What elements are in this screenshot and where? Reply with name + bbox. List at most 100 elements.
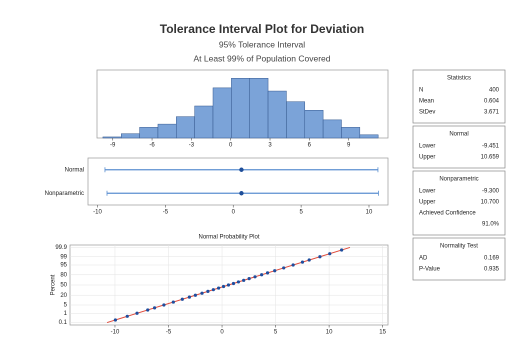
plot-title: Normal Probability Plot xyxy=(198,235,259,241)
category-label: Normal xyxy=(65,167,84,173)
stats-label: Achieved Confidence xyxy=(419,211,476,217)
data-point xyxy=(135,311,139,315)
stats-value: 3.671 xyxy=(484,110,500,116)
center-dot xyxy=(239,167,244,172)
x-tick-label: -5 xyxy=(166,330,172,336)
histogram-bar xyxy=(231,78,250,139)
stats-label: Upper xyxy=(419,155,435,161)
stats-value: 0.604 xyxy=(484,99,500,105)
stats-box xyxy=(412,125,506,169)
histogram-bar xyxy=(304,110,324,139)
center-dot xyxy=(239,191,244,196)
x-tick-label: 0 xyxy=(229,143,233,149)
data-point xyxy=(260,273,264,277)
y-tick-label: 80 xyxy=(60,272,67,278)
y-axis-label: Percent xyxy=(51,274,57,295)
x-tick-label: 3 xyxy=(268,143,272,149)
data-point xyxy=(318,255,322,259)
x-tick-label: 6 xyxy=(308,143,312,149)
histogram-bar xyxy=(176,116,195,139)
stats-box xyxy=(412,237,506,281)
data-point xyxy=(125,314,129,318)
subtitle: At Least 99% of Population Covered xyxy=(193,53,330,63)
data-point xyxy=(146,308,150,312)
data-point xyxy=(113,318,117,322)
data-point xyxy=(328,252,332,256)
stats-label: Lower xyxy=(419,189,435,195)
data-point xyxy=(273,269,277,273)
stats-value: -9.300 xyxy=(482,189,500,195)
data-point xyxy=(162,303,166,307)
x-tick-label: -10 xyxy=(111,330,120,336)
y-tick-label: 0.1 xyxy=(59,320,68,326)
x-tick-label: -10 xyxy=(93,210,102,216)
stats-value: 10.659 xyxy=(481,155,500,161)
histogram-bar xyxy=(194,105,214,139)
x-tick-label: -9 xyxy=(110,143,116,149)
data-point xyxy=(253,275,257,279)
x-tick-label: 5 xyxy=(299,210,303,216)
y-tick-label: 1 xyxy=(64,311,68,317)
histogram-bar xyxy=(322,119,342,139)
x-tick-label: 15 xyxy=(379,330,386,336)
x-tick-label: -5 xyxy=(163,210,169,216)
stats-value: 91.0% xyxy=(482,222,500,228)
data-point xyxy=(242,278,246,282)
stats-label: Lower xyxy=(419,144,435,150)
subtitle: 95% Tolerance Interval xyxy=(219,39,305,49)
histogram-bar xyxy=(139,127,159,139)
x-tick-label: 0 xyxy=(232,210,236,216)
x-tick-label: -3 xyxy=(189,143,195,149)
stats-box xyxy=(412,170,506,236)
y-tick-label: 99 xyxy=(60,254,67,260)
data-point xyxy=(307,258,311,262)
x-tick-label: 0 xyxy=(220,330,224,336)
x-tick-label: 10 xyxy=(326,330,333,336)
histogram-bar xyxy=(359,134,379,139)
stats-value: 400 xyxy=(489,88,500,94)
category-label: Nonparametric xyxy=(45,191,84,197)
plot-frame xyxy=(87,157,389,206)
y-tick-label: 20 xyxy=(60,293,67,299)
y-tick-label: 95 xyxy=(60,263,67,269)
stats-label: StDev xyxy=(419,110,435,116)
data-point xyxy=(247,277,251,281)
data-point xyxy=(217,286,221,290)
stats-label: Mean xyxy=(419,99,434,105)
histogram-bar xyxy=(249,78,269,139)
stats-label: Upper xyxy=(419,200,435,206)
histogram-bar xyxy=(121,133,140,139)
stats-value: 10.700 xyxy=(481,200,500,206)
stats-value: 0.169 xyxy=(484,256,500,262)
data-point xyxy=(193,293,197,297)
stats-heading: Normal xyxy=(449,132,468,138)
histogram-bar xyxy=(212,87,232,139)
data-point xyxy=(340,248,344,252)
x-tick-label: -6 xyxy=(149,143,155,149)
data-point xyxy=(152,306,157,310)
stats-label: AD xyxy=(419,256,428,262)
data-point xyxy=(171,300,175,304)
data-point xyxy=(231,281,236,286)
data-point xyxy=(211,288,215,292)
data-point xyxy=(282,266,286,270)
stats-heading: Statistics xyxy=(447,76,471,82)
histogram-bar xyxy=(102,136,122,139)
y-tick-label: 50 xyxy=(60,283,67,289)
title: Tolerance Interval Plot for Deviation xyxy=(160,22,365,36)
histogram-bar xyxy=(157,123,177,139)
histogram-bar xyxy=(341,127,361,139)
histogram-bar xyxy=(267,90,287,139)
data-point xyxy=(236,280,241,284)
data-point xyxy=(300,260,305,264)
stats-box xyxy=(412,69,506,124)
x-tick-label: 10 xyxy=(366,210,373,216)
histogram-bar xyxy=(286,101,306,139)
data-point xyxy=(221,284,226,289)
stats-heading: Nonparametric xyxy=(439,177,478,183)
stats-value: -9.451 xyxy=(482,144,500,150)
stats-value: 0.935 xyxy=(484,267,500,273)
data-point xyxy=(187,295,191,299)
stats-label: P-Value xyxy=(419,267,441,273)
